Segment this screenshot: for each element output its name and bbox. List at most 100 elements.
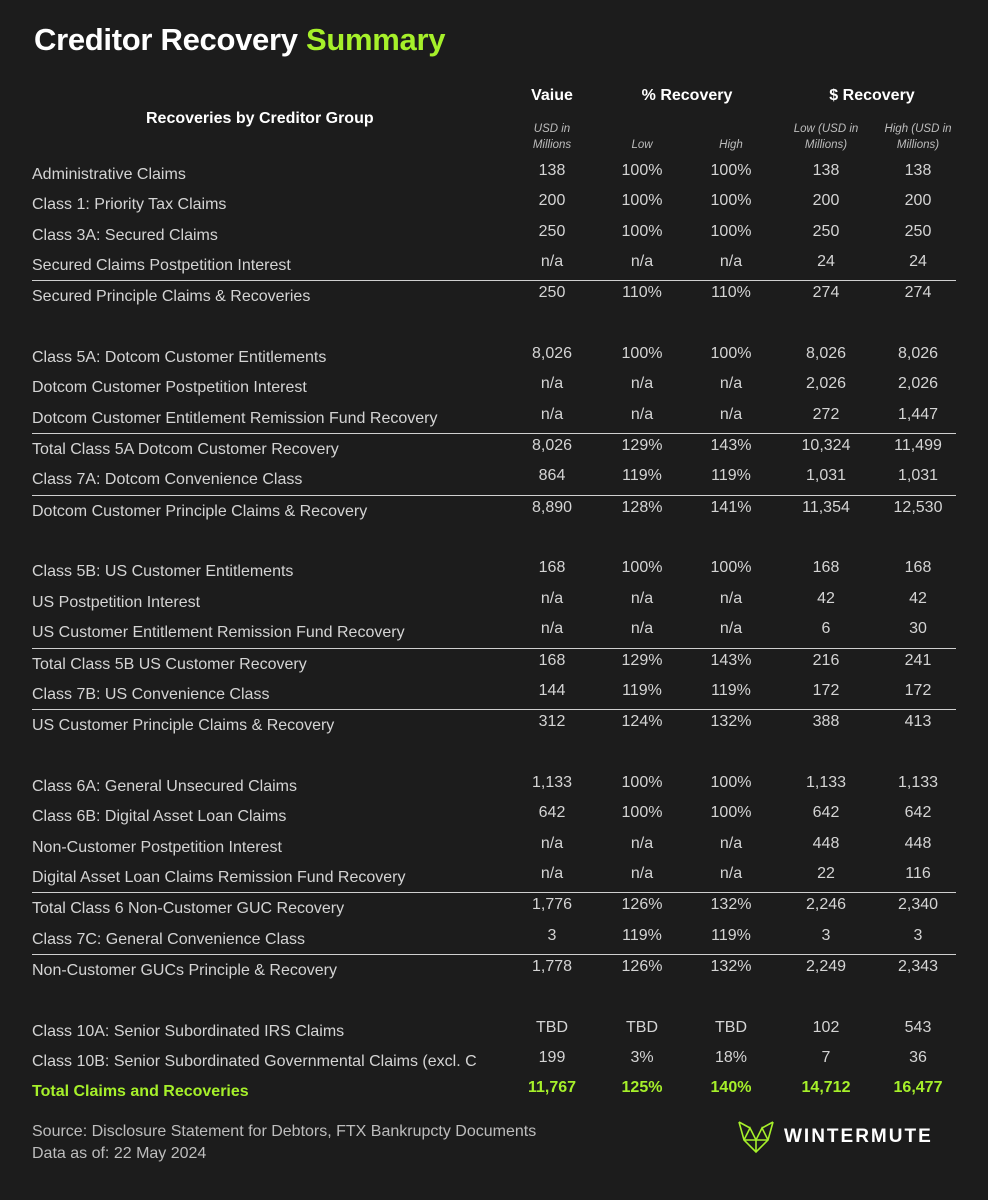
spacer-row xyxy=(0,312,988,342)
cell-value: 864 xyxy=(538,467,566,485)
cell-pct-low: 100% xyxy=(621,804,663,822)
cell-usd-high: 30 xyxy=(909,620,927,638)
row-label: Class 5A: Dotcom Customer Entitlements xyxy=(32,349,327,367)
cell-pct-high: 143% xyxy=(710,437,752,455)
subheader-usd-high: High (USD in Millions) xyxy=(884,123,952,151)
cell-usd-high: 200 xyxy=(904,192,932,210)
table-row: Secured Claims Postpetition Interest n/a n… xyxy=(0,250,988,280)
subheader-value: USD in Millions xyxy=(532,123,572,151)
cell-usd-low: 216 xyxy=(812,651,840,669)
subtotal-row: Total Class 6 Non-Customer GUC Recovery 1… xyxy=(32,892,956,923)
cell-usd-high: 16,477 xyxy=(893,1079,943,1097)
table-row: Class 5A: Dotcom Customer Entitlements 8,… xyxy=(0,342,988,372)
cell-pct-high: 132% xyxy=(710,957,752,975)
cell-value: n/a xyxy=(540,620,564,638)
header-group: Recoveries by Creditor Group xyxy=(146,110,374,127)
cell-value: 138 xyxy=(538,162,566,179)
row-label: Class 10B: Senior Subordinated Governmen… xyxy=(32,1052,477,1070)
cell-pct-high: 141% xyxy=(710,498,752,516)
page-title: Creditor Recovery Summary xyxy=(34,22,445,58)
subtotal-row: Dotcom Customer Principle Claims & Recov… xyxy=(32,494,956,526)
cell-pct-low: 119% xyxy=(622,467,662,485)
cell-pct-high: 100% xyxy=(710,192,752,210)
cell-usd-high: 11,499 xyxy=(894,437,942,455)
row-label: Dotcom Customer Entitlement Remission Fu… xyxy=(32,409,438,427)
header-pct-recovery: % Recovery xyxy=(641,87,733,104)
cell-pct-high: 119% xyxy=(711,681,751,699)
table-row: Class 7C: General Convenience Class 3 119%… xyxy=(0,924,988,954)
cell-value: 199 xyxy=(538,1048,566,1066)
cell-usd-low: 24 xyxy=(817,253,835,271)
row-label: Class 7C: General Convenience Class xyxy=(32,930,306,948)
row-label: Class 5B: US Customer Entitlements xyxy=(32,563,294,581)
wintermute-logo-icon xyxy=(738,1121,774,1154)
cell-pct-low: n/a xyxy=(630,405,654,423)
table-row: US Customer Entitlement Remission Fund R… xyxy=(0,617,988,647)
cell-usd-low: 3 xyxy=(821,926,831,944)
cell-pct-high: n/a xyxy=(719,589,743,607)
cell-pct-high: 110% xyxy=(711,284,751,302)
cell-pct-high: 100% xyxy=(710,162,752,179)
cell-usd-low: 168 xyxy=(812,559,840,577)
table-row: Class 3A: Secured Claims 250 100% 100% 250 25… xyxy=(0,220,988,250)
cell-usd-low: 2,246 xyxy=(805,896,847,914)
cell-pct-high: 140% xyxy=(710,1079,752,1097)
table-row: Class 10B: Senior Subordinated Governmen… xyxy=(0,1046,988,1076)
cell-pct-low: n/a xyxy=(630,375,654,393)
cell-usd-high: 168 xyxy=(904,559,932,577)
cell-usd-low: 388 xyxy=(812,713,840,731)
cell-usd-high: 1,133 xyxy=(897,773,939,791)
row-label: Class 1: Priority Tax Claims xyxy=(32,196,227,214)
table-row: US Postpetition Interest n/a n/a n/a 42 42 xyxy=(0,587,988,617)
row-label: Non-Customer GUCs Principle & Recovery xyxy=(32,961,337,979)
cell-value: 250 xyxy=(538,284,566,302)
cell-usd-high: 250 xyxy=(904,222,932,240)
cell-value: 642 xyxy=(538,804,566,822)
cell-usd-high: 2,026 xyxy=(897,375,939,393)
cell-value: n/a xyxy=(540,253,564,271)
table-row: Class 10A: Senior Subordinated IRS Claim… xyxy=(0,1016,988,1046)
cell-pct-low: 126% xyxy=(621,896,663,914)
cell-value: n/a xyxy=(540,375,564,393)
cell-pct-high: n/a xyxy=(719,834,743,852)
subtotal-row: Secured Principle Claims & Recoveries 250… xyxy=(32,280,956,311)
cell-usd-high: 448 xyxy=(904,834,932,852)
cell-pct-low: n/a xyxy=(630,864,654,882)
cell-pct-high: 119% xyxy=(711,467,751,485)
cell-pct-low: 128% xyxy=(621,498,663,516)
cell-pct-low: n/a xyxy=(630,589,654,607)
cell-value: 8,890 xyxy=(531,498,573,516)
row-label: Total Class 5B US Customer Recovery xyxy=(32,655,307,673)
header-value: Vaiue xyxy=(531,87,573,104)
cell-pct-high: 143% xyxy=(710,651,752,669)
cell-usd-low: 200 xyxy=(812,192,840,210)
logo-text: WINTERMUTE xyxy=(784,1126,933,1147)
cell-usd-low: 7 xyxy=(821,1048,831,1066)
cell-value: n/a xyxy=(540,834,564,852)
row-label: Class 10A: Senior Subordinated IRS Claim… xyxy=(32,1022,345,1040)
cell-usd-low: 1,133 xyxy=(805,773,847,791)
cell-usd-low: 14,712 xyxy=(801,1079,851,1097)
spacer-row xyxy=(0,741,988,771)
subheader-pct-low: Low xyxy=(631,139,653,151)
cell-pct-low: n/a xyxy=(630,620,654,638)
cell-value: 8,026 xyxy=(531,345,573,363)
cell-pct-low: 126% xyxy=(621,957,663,975)
cell-usd-high: 2,340 xyxy=(897,896,939,914)
table-row: Dotcom Customer Entitlement Remission Fu… xyxy=(0,403,988,433)
cell-value: 168 xyxy=(538,559,566,577)
row-label: Administrative Claims xyxy=(32,166,186,183)
cell-usd-high: 1,031 xyxy=(897,467,939,485)
row-label: Non-Customer Postpetition Interest xyxy=(32,838,282,856)
row-label: Secured Claims Postpetition Interest xyxy=(32,257,291,275)
cell-value: 1,133 xyxy=(531,773,573,791)
cell-usd-low: 42 xyxy=(817,589,835,607)
cell-pct-high: 100% xyxy=(710,804,752,822)
cell-pct-low: 3% xyxy=(630,1048,654,1066)
source-note: Source: Disclosure Statement for Debtors… xyxy=(32,1123,537,1140)
cell-value: 312 xyxy=(538,713,566,731)
row-label: Dotcom Customer Principle Claims & Recov… xyxy=(32,502,368,520)
cell-pct-high: TBD xyxy=(715,1018,747,1036)
cell-usd-low: 2,026 xyxy=(805,375,847,393)
cell-usd-low: 448 xyxy=(812,834,840,852)
